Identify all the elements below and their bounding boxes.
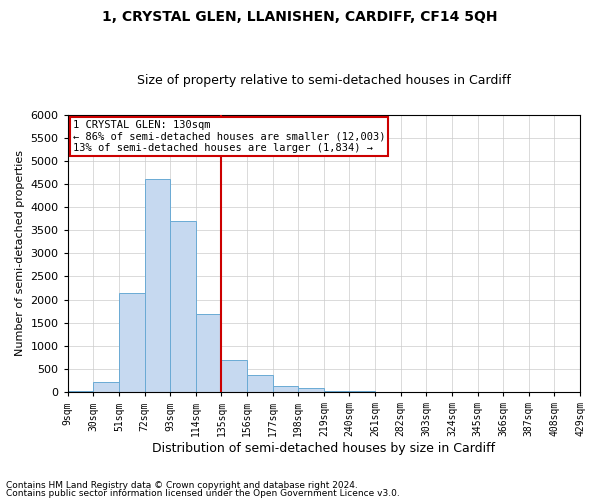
- Bar: [119, 292, 145, 392]
- Bar: [145, 180, 170, 392]
- Text: Contains public sector information licensed under the Open Government Licence v3: Contains public sector information licen…: [6, 488, 400, 498]
- Bar: [196, 314, 221, 392]
- Text: 1 CRYSTAL GLEN: 130sqm
← 86% of semi-detached houses are smaller (12,003)
13% of: 1 CRYSTAL GLEN: 130sqm ← 86% of semi-det…: [73, 120, 385, 154]
- Bar: [68, 391, 94, 392]
- Bar: [298, 388, 324, 392]
- Bar: [170, 221, 196, 392]
- X-axis label: Distribution of semi-detached houses by size in Cardiff: Distribution of semi-detached houses by …: [152, 442, 496, 455]
- Bar: [272, 386, 298, 392]
- Title: Size of property relative to semi-detached houses in Cardiff: Size of property relative to semi-detach…: [137, 74, 511, 87]
- Bar: [324, 391, 349, 392]
- Bar: [221, 360, 247, 392]
- Bar: [94, 382, 119, 392]
- Text: Contains HM Land Registry data © Crown copyright and database right 2024.: Contains HM Land Registry data © Crown c…: [6, 481, 358, 490]
- Y-axis label: Number of semi-detached properties: Number of semi-detached properties: [15, 150, 25, 356]
- Text: 1, CRYSTAL GLEN, LLANISHEN, CARDIFF, CF14 5QH: 1, CRYSTAL GLEN, LLANISHEN, CARDIFF, CF1…: [102, 10, 498, 24]
- Bar: [247, 375, 272, 392]
